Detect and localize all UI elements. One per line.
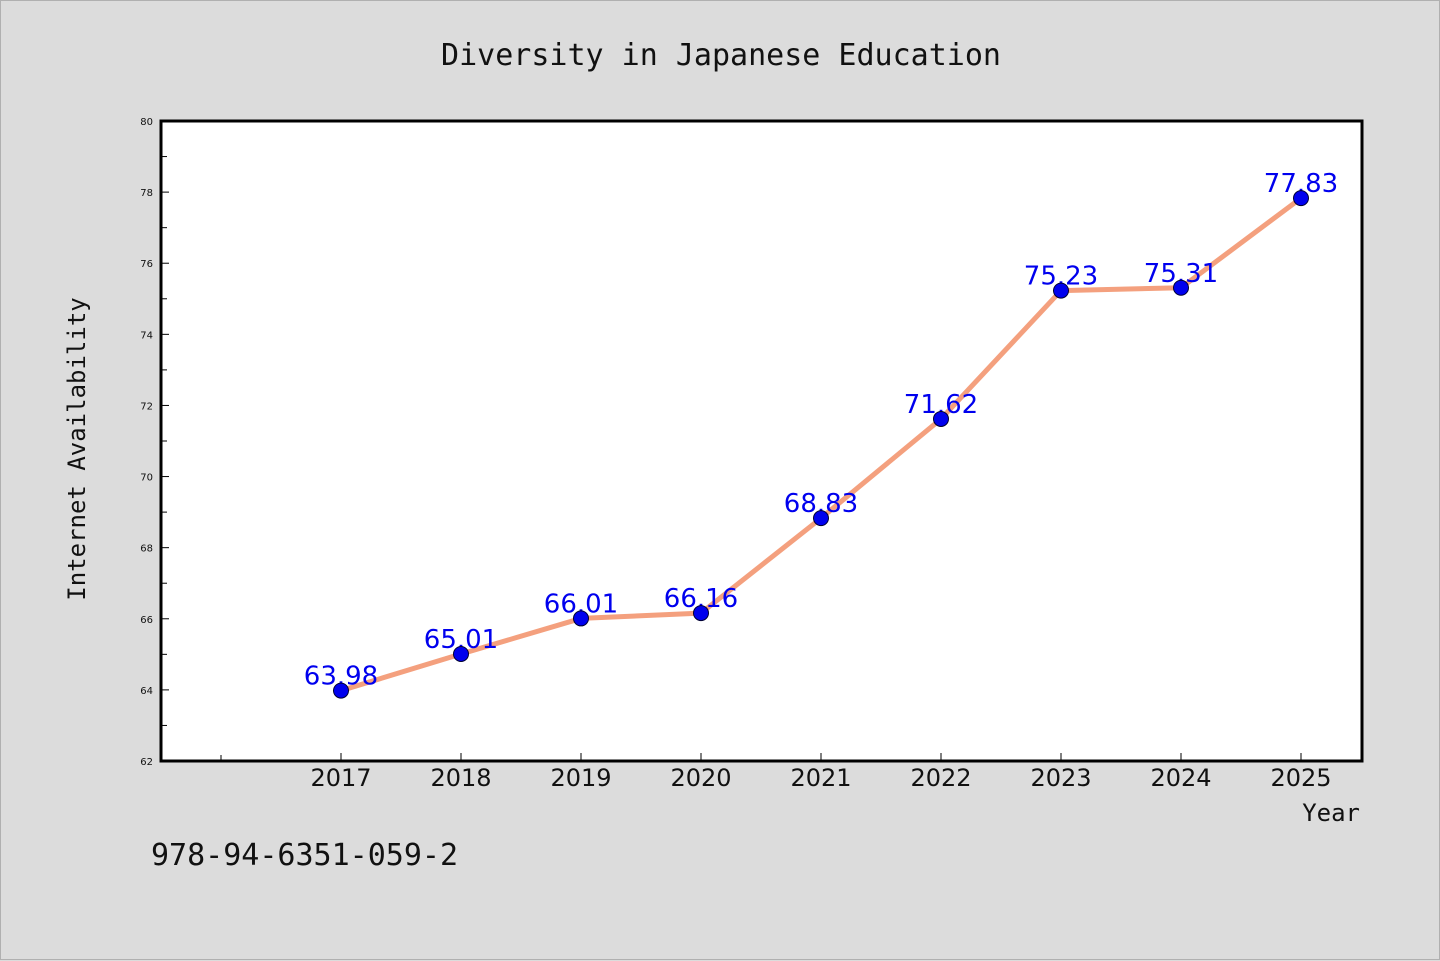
data-point [1173,279,1189,296]
chart-title: Diversity in Japanese Education [441,38,1001,73]
plot-area [159,119,1364,763]
x-tick-label: 2023 [1030,764,1091,792]
isbn-text: 978-94-6351-059-2 [151,838,458,873]
x-axis: 2017 2018 2019 2020 2021 2022 2023 2024 2025 [220,753,1332,792]
x-tick-label: 2018 [430,764,491,792]
x-tick-label: 2020 [670,764,731,792]
x-tick-label: 2025 [1270,764,1331,792]
data-point [813,510,829,527]
y-axis: 62 64 66 68 70 72 74 76 78 80 [140,117,169,768]
x-tick-label: 2022 [910,764,971,792]
data-point [333,682,349,699]
y-tick-label: 68 [140,544,153,555]
y-tick-label: 80 [140,117,153,128]
data-point [573,610,589,627]
y-tick-label: 74 [140,330,153,341]
x-tick-label: 2021 [790,764,851,792]
x-tick-label: 2017 [310,764,371,792]
y-tick-label: 66 [140,615,153,626]
y-tick-label: 70 [140,473,153,484]
data-point [1053,282,1069,299]
y-axis-label: Internet Availability [63,297,91,600]
data-point [933,410,949,427]
data-point [453,645,469,662]
data-point [1293,190,1309,207]
x-tick-label: 2019 [550,764,611,792]
y-tick-label: 64 [140,686,153,697]
x-axis-label: Year [1302,799,1360,827]
y-tick-label: 76 [140,259,153,270]
y-tick-label: 78 [140,188,153,199]
data-point [693,605,709,622]
y-tick-label: 62 [140,757,153,768]
x-tick-label: 2024 [1150,764,1211,792]
y-tick-label: 72 [140,401,153,412]
